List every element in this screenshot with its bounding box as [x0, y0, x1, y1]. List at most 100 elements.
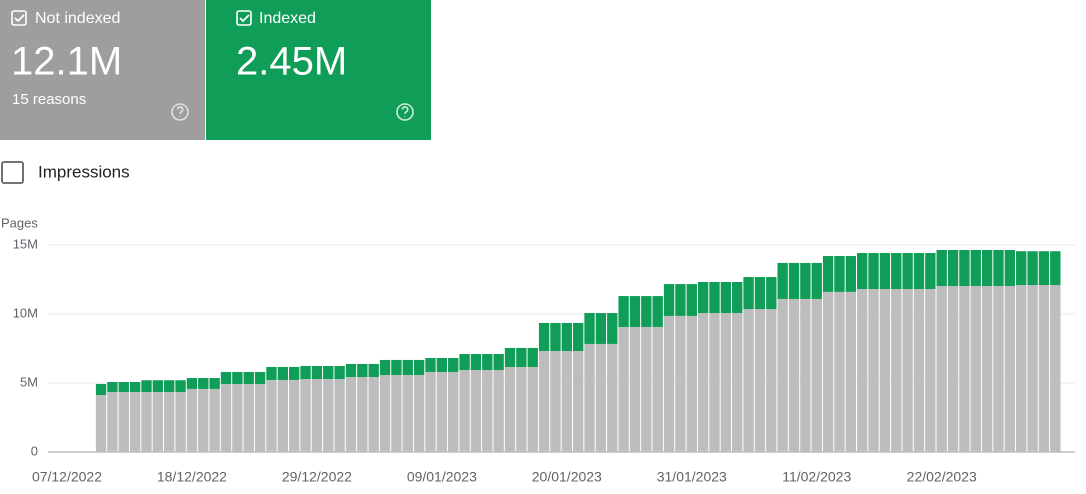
- bar-segment: [720, 313, 732, 452]
- bar-segment: [925, 253, 936, 290]
- bar-segment: [652, 326, 663, 452]
- bar-segment: [141, 391, 152, 452]
- bar-segment: [152, 380, 164, 392]
- bar-segment: [413, 374, 425, 452]
- bar-segment: [175, 380, 186, 392]
- card-indexed[interactable]: [206, 0, 431, 140]
- bar-segment: [1038, 251, 1050, 286]
- bar-segment: [391, 374, 402, 452]
- bar-segment: [289, 379, 300, 452]
- bar-segment: [822, 291, 834, 452]
- bar-segment: [1038, 285, 1050, 452]
- bar-segment: [436, 371, 448, 452]
- bar-segment: [334, 366, 345, 379]
- y-tick-label: 10M: [13, 305, 38, 320]
- bar-segment: [186, 388, 198, 452]
- bar-segment: [482, 370, 493, 452]
- bar-segment: [777, 262, 788, 299]
- bar-segment: [709, 313, 720, 452]
- bar-segment: [607, 313, 618, 344]
- bar-segment: [720, 281, 732, 314]
- x-tick-label: 20/01/2023: [532, 469, 602, 485]
- bar-segment: [368, 363, 379, 378]
- x-tick-label: 07/12/2022: [32, 469, 102, 485]
- bar-segment: [561, 350, 572, 452]
- x-tick-label: 31/01/2023: [657, 469, 727, 485]
- bar-segment: [857, 289, 868, 452]
- bar-segment: [925, 289, 936, 452]
- bar-segment: [811, 262, 822, 299]
- bar-segment: [232, 371, 243, 384]
- bar-segment: [107, 391, 118, 452]
- bar-segment: [845, 256, 856, 292]
- bar-segment: [663, 315, 675, 452]
- bar-segment: [482, 354, 493, 371]
- bar-segment: [277, 379, 288, 452]
- bar-segment: [266, 366, 277, 380]
- bar-segment: [164, 391, 175, 452]
- bar-segment: [618, 326, 629, 452]
- help-icon[interactable]: [396, 103, 414, 121]
- bar-segment: [743, 277, 754, 310]
- x-tick-label: 11/02/2023: [782, 469, 851, 485]
- checkbox[interactable]: [11, 10, 27, 26]
- bar-segment: [186, 378, 198, 389]
- bar-segment: [448, 358, 459, 372]
- bar-segment: [95, 395, 107, 452]
- bar-segment: [561, 322, 572, 351]
- bar-segment: [811, 298, 822, 452]
- bar-segment: [993, 285, 1004, 452]
- bar-segment: [857, 253, 868, 290]
- bar-segment: [595, 343, 607, 452]
- bar-segment: [345, 377, 357, 452]
- bar-segment: [516, 347, 527, 367]
- bar-segment: [391, 359, 402, 375]
- bar-segment: [368, 377, 379, 452]
- bar-segment: [504, 347, 516, 367]
- bar-segment: [686, 315, 697, 452]
- impressions-checkbox[interactable]: [1, 161, 24, 184]
- bar-segment: [754, 309, 766, 452]
- bar-segment: [686, 284, 697, 316]
- help-icon[interactable]: [171, 103, 189, 121]
- checkmark: [239, 14, 250, 23]
- bar-segment: [1004, 249, 1016, 286]
- toggle-label[interactable]: Impressions: [38, 162, 130, 181]
- bar-segment: [743, 309, 754, 452]
- bar-segment: [129, 382, 141, 392]
- x-tick-label: 22/02/2023: [907, 469, 977, 485]
- bar-segment: [1050, 251, 1061, 286]
- x-tick-label: 18/12/2022: [157, 469, 227, 485]
- bar-segment: [527, 366, 538, 452]
- bar-segment: [732, 313, 743, 452]
- bar-segment: [879, 289, 891, 452]
- bar-segment: [1016, 251, 1027, 286]
- card-not-indexed[interactable]: [0, 0, 205, 140]
- bar-segment: [311, 378, 323, 452]
- bar-segment: [800, 298, 811, 452]
- bar-segment: [709, 281, 720, 314]
- x-tick-label: 29/12/2022: [282, 469, 352, 485]
- bar-segment: [675, 315, 686, 452]
- bar-segment: [379, 374, 391, 452]
- bar-segment: [118, 382, 129, 392]
- bar-segment: [448, 371, 459, 452]
- bar-segment: [959, 285, 970, 452]
- bar-segment: [209, 378, 220, 389]
- card-value: 2.45M: [236, 40, 347, 84]
- bar-segment: [141, 380, 152, 392]
- bar-segment: [777, 298, 788, 452]
- bar-segment: [209, 388, 220, 452]
- bar-segment: [981, 249, 993, 286]
- bar-segment: [800, 262, 811, 299]
- bar-segment: [584, 343, 595, 452]
- card-label: Indexed: [259, 10, 316, 27]
- bar-segment: [891, 253, 902, 290]
- bar-segment: [788, 298, 800, 452]
- bar-segment: [198, 378, 209, 389]
- checkbox[interactable]: [236, 10, 252, 26]
- y-tick-label: 0: [31, 443, 38, 458]
- bar-segment: [754, 277, 766, 310]
- bar-segment: [1004, 285, 1016, 452]
